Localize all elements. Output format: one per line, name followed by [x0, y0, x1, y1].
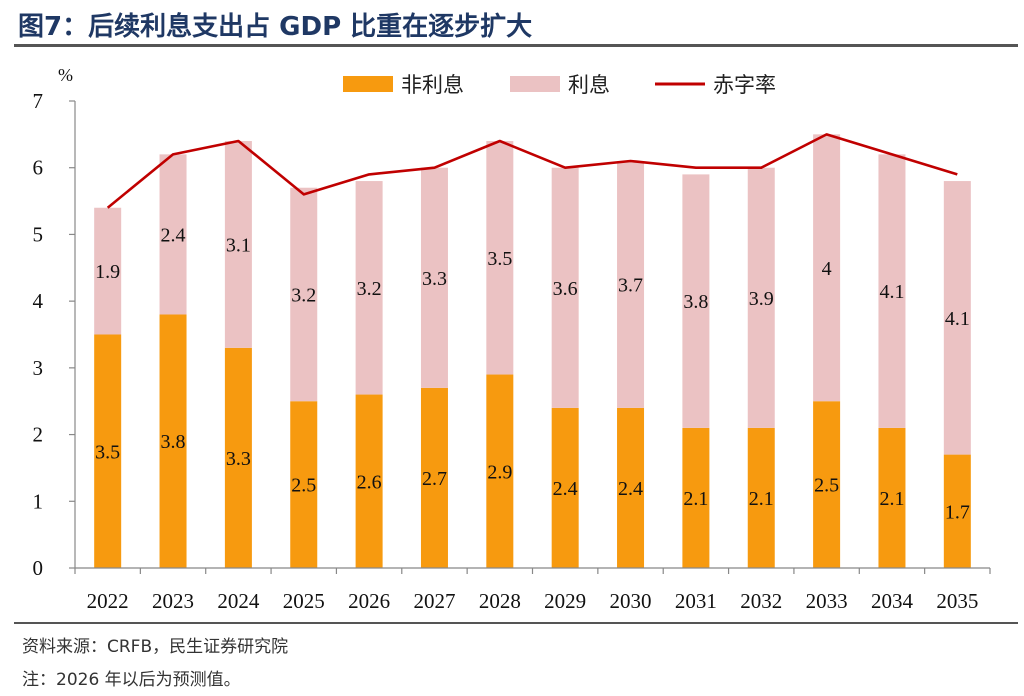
data-label-non-interest: 2.4	[553, 478, 578, 500]
x-tick-label: 2030	[610, 589, 652, 613]
bar-interest	[813, 134, 841, 402]
data-label-interest: 3.1	[226, 234, 251, 256]
y-unit-label: %	[58, 65, 73, 85]
data-label-non-interest: 2.9	[487, 461, 512, 483]
data-label-interest: 1.9	[95, 261, 120, 283]
bar-non-interest	[617, 407, 645, 568]
data-label-interest: 2.4	[161, 224, 186, 246]
data-label-interest: 4.1	[945, 308, 970, 330]
bar-non-interest	[682, 427, 710, 568]
deficit-line	[106, 133, 958, 209]
y-axis: 0 1 2 3 4 5 6 7%	[33, 65, 76, 580]
x-tick-label: 2027	[413, 589, 455, 613]
bar-interest	[486, 141, 514, 375]
bar-interest	[159, 154, 187, 315]
y-tick-label: 7	[33, 89, 44, 113]
bar-interest	[94, 207, 122, 335]
deficit-line-series	[106, 133, 958, 209]
data-label-interest: 4.1	[879, 281, 904, 303]
data-label-interest: 3.7	[618, 274, 643, 296]
bar-interest	[290, 187, 318, 402]
bar-non-interest	[94, 334, 122, 568]
footer-rule	[14, 622, 1018, 624]
data-labels: 3.5 1.9 3.8 2.4 3.3 3.1 2.5 3.2 2.6 3.2 2.7 3.3 2.9 3…	[95, 224, 970, 523]
bar-interest	[355, 181, 383, 395]
x-tick-label: 2034	[871, 589, 914, 613]
bar-interest	[551, 167, 579, 408]
data-label-interest: 3.3	[422, 268, 447, 290]
x-tick-label: 2028	[479, 589, 521, 613]
bar-non-interest	[224, 347, 252, 568]
data-label-non-interest: 3.5	[95, 441, 120, 463]
x-tick-label: 2026	[348, 589, 390, 613]
data-label-non-interest: 1.7	[945, 501, 970, 523]
stacked-bar-chart: 非利息 利息 赤字率 0 1 2 3 4 5 6 7% 3.5 1.9 3.8 2.4 3.3 3.1 2.5…	[33, 65, 991, 613]
bar-interest	[617, 161, 645, 408]
bar-non-interest	[943, 454, 971, 568]
bar-interest	[943, 181, 971, 455]
legend-swatch-non-interest	[343, 76, 393, 92]
data-label-non-interest: 2.5	[814, 475, 839, 497]
bar-non-interest	[747, 427, 775, 568]
data-label-non-interest: 3.8	[161, 431, 186, 453]
x-tick-label: 2032	[740, 589, 782, 613]
x-tick-label: 2024	[217, 589, 260, 613]
x-tick-label: 2029	[544, 589, 586, 613]
legend-label-non-interest: 非利息	[401, 73, 464, 97]
bar-interest	[747, 167, 775, 428]
y-tick-label: 2	[33, 423, 44, 447]
title-rule	[14, 44, 1018, 47]
y-tick-label: 4	[33, 289, 44, 313]
data-label-non-interest: 2.1	[683, 488, 708, 510]
bar-series	[94, 134, 971, 568]
bar-non-interest	[420, 387, 448, 568]
data-label-interest: 3.6	[553, 278, 578, 300]
data-label-interest: 3.9	[749, 288, 774, 310]
data-label-non-interest: 2.6	[357, 471, 382, 493]
x-axis: 2022 2023 2024 2025 2026 2027 2028 2029 2030 2031…	[74, 567, 991, 613]
bar-interest	[420, 167, 448, 388]
bar-interest	[682, 174, 710, 428]
legend-label-interest: 利息	[568, 73, 610, 97]
x-tick-label: 2025	[283, 589, 325, 613]
data-label-non-interest: 2.7	[422, 468, 447, 490]
bar-non-interest	[486, 374, 514, 568]
x-tick-label: 2033	[806, 589, 848, 613]
data-label-non-interest: 2.5	[291, 475, 316, 497]
y-tick-label: 3	[33, 356, 44, 380]
data-label-interest: 3.5	[487, 248, 512, 270]
bar-non-interest	[355, 394, 383, 568]
bar-non-interest	[813, 401, 841, 568]
bar-non-interest	[290, 401, 318, 568]
bar-non-interest	[159, 314, 187, 568]
data-label-interest: 3.2	[291, 284, 316, 306]
x-tick-label: 2031	[675, 589, 717, 613]
y-tick-label: 0	[33, 556, 44, 580]
y-tick-label: 5	[33, 222, 44, 246]
data-label-interest: 3.2	[357, 278, 382, 300]
figure-title: 图7：后续利息支出占 GDP 比重在逐步扩大	[18, 12, 533, 42]
legend-swatch-interest	[510, 76, 560, 92]
forecast-note: 注：2026 年以后为预测值。	[22, 670, 241, 690]
source-note: 资料来源：CRFB，民生证券研究院	[22, 637, 289, 657]
x-tick-label: 2023	[152, 589, 194, 613]
x-tick-label: 2035	[936, 589, 978, 613]
legend-label-deficit: 赤字率	[713, 73, 776, 97]
y-tick-label: 6	[33, 156, 44, 180]
data-label-non-interest: 2.4	[618, 478, 643, 500]
data-label-non-interest: 2.1	[879, 488, 904, 510]
data-label-non-interest: 3.3	[226, 448, 251, 470]
data-label-interest: 3.8	[683, 291, 708, 313]
y-tick-label: 1	[33, 489, 44, 513]
bar-non-interest	[551, 407, 579, 568]
bar-interest	[878, 154, 906, 428]
data-label-interest: 4	[822, 258, 832, 280]
bar-interest	[224, 141, 252, 348]
bar-non-interest	[878, 427, 906, 568]
data-label-non-interest: 2.1	[749, 488, 774, 510]
x-tick-label: 2022	[87, 589, 129, 613]
chart-legend: 非利息 利息 赤字率	[343, 73, 776, 97]
